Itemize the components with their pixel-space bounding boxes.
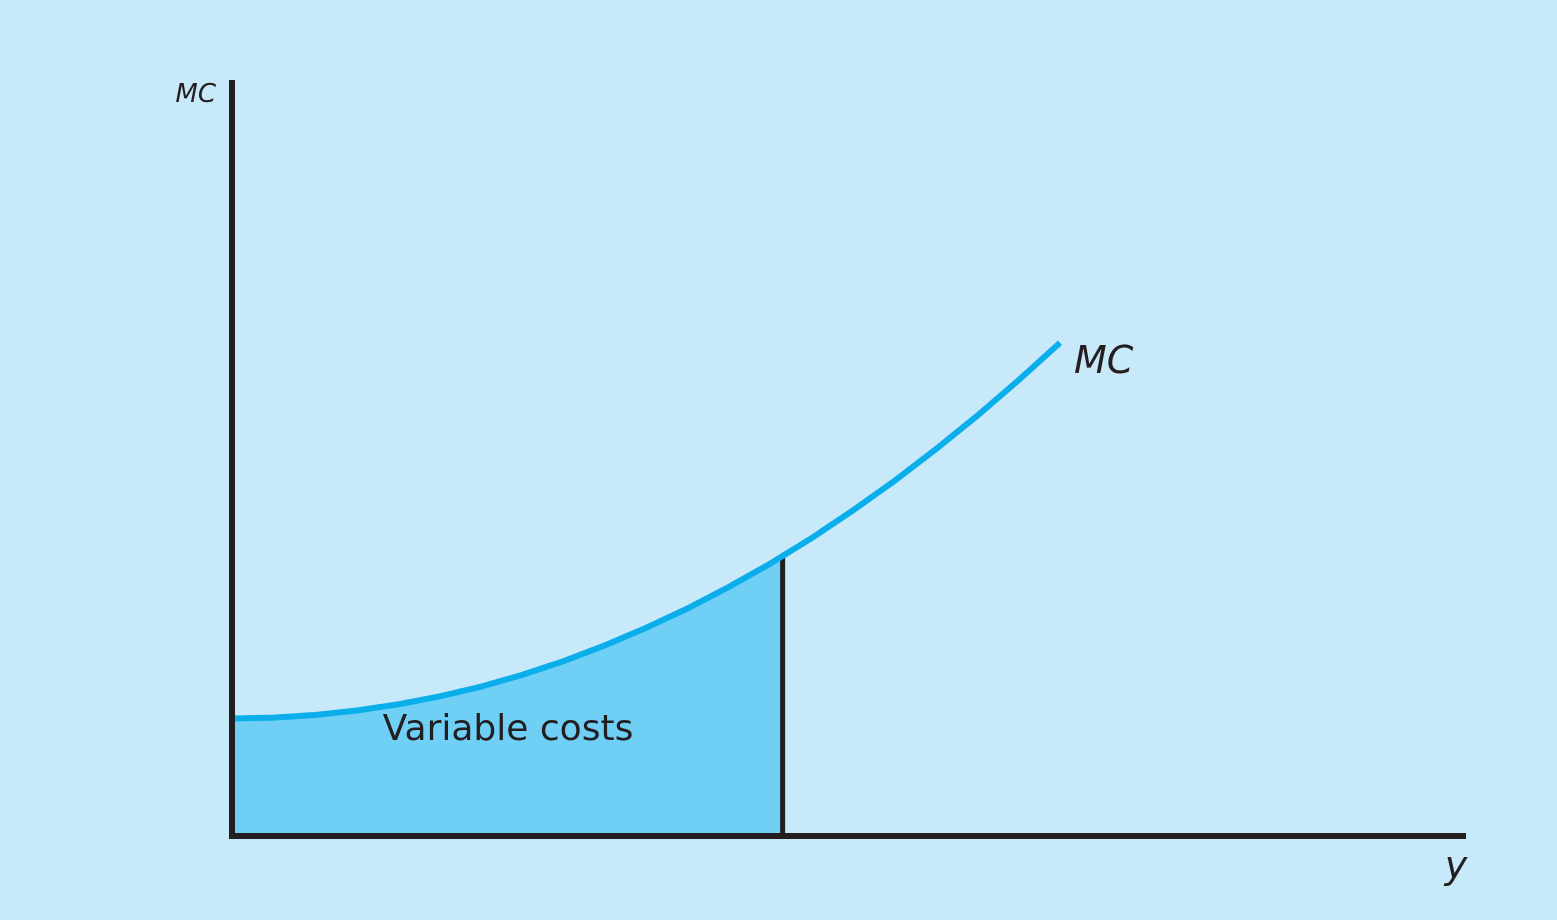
mc-curve-label: MC bbox=[1074, 338, 1134, 382]
variable-costs-area bbox=[232, 555, 783, 836]
y-axis-label: MC bbox=[175, 79, 216, 109]
variable-costs-label: Variable costs bbox=[383, 708, 634, 749]
x-axis-label: y bbox=[1444, 843, 1468, 887]
mc-curve bbox=[231, 340, 1063, 722]
